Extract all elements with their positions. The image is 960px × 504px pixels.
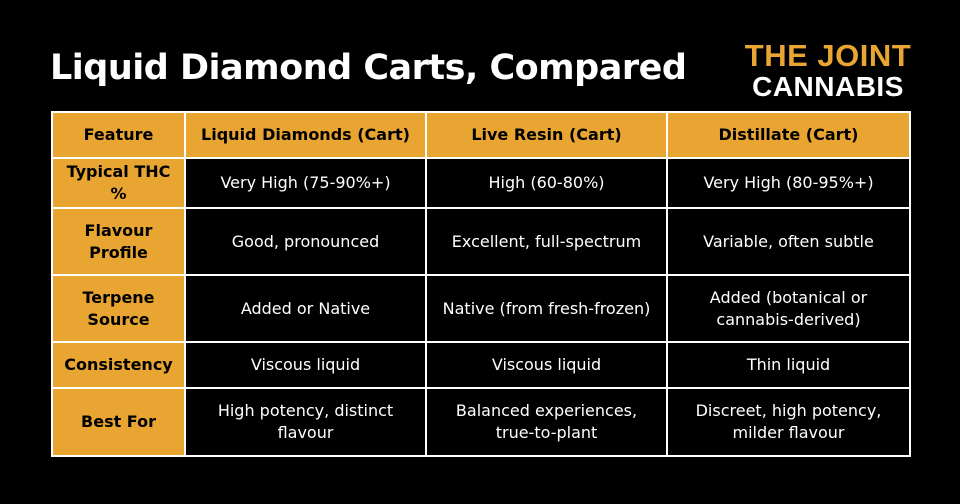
table-cell: Variable, often subtle [666,207,911,276]
header-feature: Feature [51,111,186,159]
table-cell: Native (from fresh-frozen) [425,274,668,343]
table-cell: Excellent, full-spectrum [425,207,668,276]
page-title: Liquid Diamond Carts, Compared [50,48,687,88]
header-live-resin: Live Resin (Cart) [425,111,668,159]
table-header-row: Feature Liquid Diamonds (Cart) Live Resi… [51,111,911,159]
header-liquid-diamonds: Liquid Diamonds (Cart) [184,111,427,159]
table-cell: Added or Native [184,274,427,343]
table-cell: Viscous liquid [184,341,427,389]
table-row: Flavour Profile Good, pronounced Excelle… [51,207,911,276]
table-cell: High potency, distinct flavour [184,387,427,457]
logo-line-2: CANNABIS [752,71,904,102]
table-cell: Discreet, high potency, milder flavour [666,387,911,457]
table-row: Typical THC % Very High (75-90%+) High (… [51,157,911,209]
table-cell: High (60-80%) [425,157,668,209]
table-cell: Good, pronounced [184,207,427,276]
table-cell: Viscous liquid [425,341,668,389]
table-cell: Very High (75-90%+) [184,157,427,209]
row-label-thc: Typical THC % [51,157,186,209]
table-row: Terpene Source Added or Native Native (f… [51,274,911,343]
table-cell: Balanced experiences, true-to-plant [425,387,668,457]
table-cell: Very High (80-95%+) [666,157,911,209]
brand-logo: THE JOINT CANNABIS [738,40,918,101]
logo-line-1: THE JOINT [744,38,912,73]
row-label-best-for: Best For [51,387,186,457]
table-row: Best For High potency, distinct flavour … [51,387,911,457]
row-label-flavour: Flavour Profile [51,207,186,276]
row-label-consistency: Consistency [51,341,186,389]
table-cell: Thin liquid [666,341,911,389]
table-row: Consistency Viscous liquid Viscous liqui… [51,341,911,389]
comparison-table: Feature Liquid Diamonds (Cart) Live Resi… [51,111,911,457]
table-cell: Added (botanical or cannabis-derived) [666,274,911,343]
header-distillate: Distillate (Cart) [666,111,911,159]
row-label-terpene: Terpene Source [51,274,186,343]
